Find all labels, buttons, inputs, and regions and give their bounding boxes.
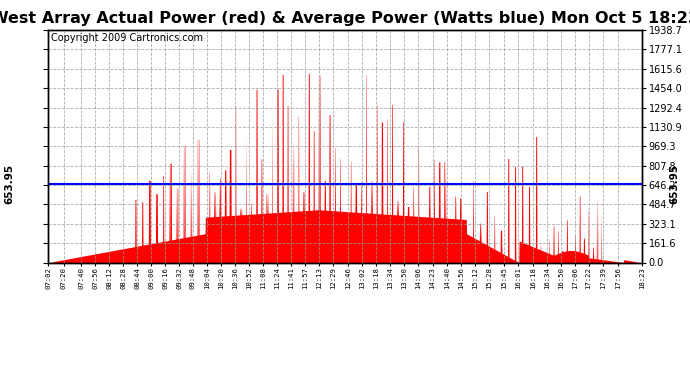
Text: Copyright 2009 Cartronics.com: Copyright 2009 Cartronics.com xyxy=(51,33,204,44)
Text: 653.95: 653.95 xyxy=(669,164,680,204)
Text: West Array Actual Power (red) & Average Power (Watts blue) Mon Oct 5 18:23: West Array Actual Power (red) & Average … xyxy=(0,11,690,26)
Text: 653.95: 653.95 xyxy=(5,164,14,204)
